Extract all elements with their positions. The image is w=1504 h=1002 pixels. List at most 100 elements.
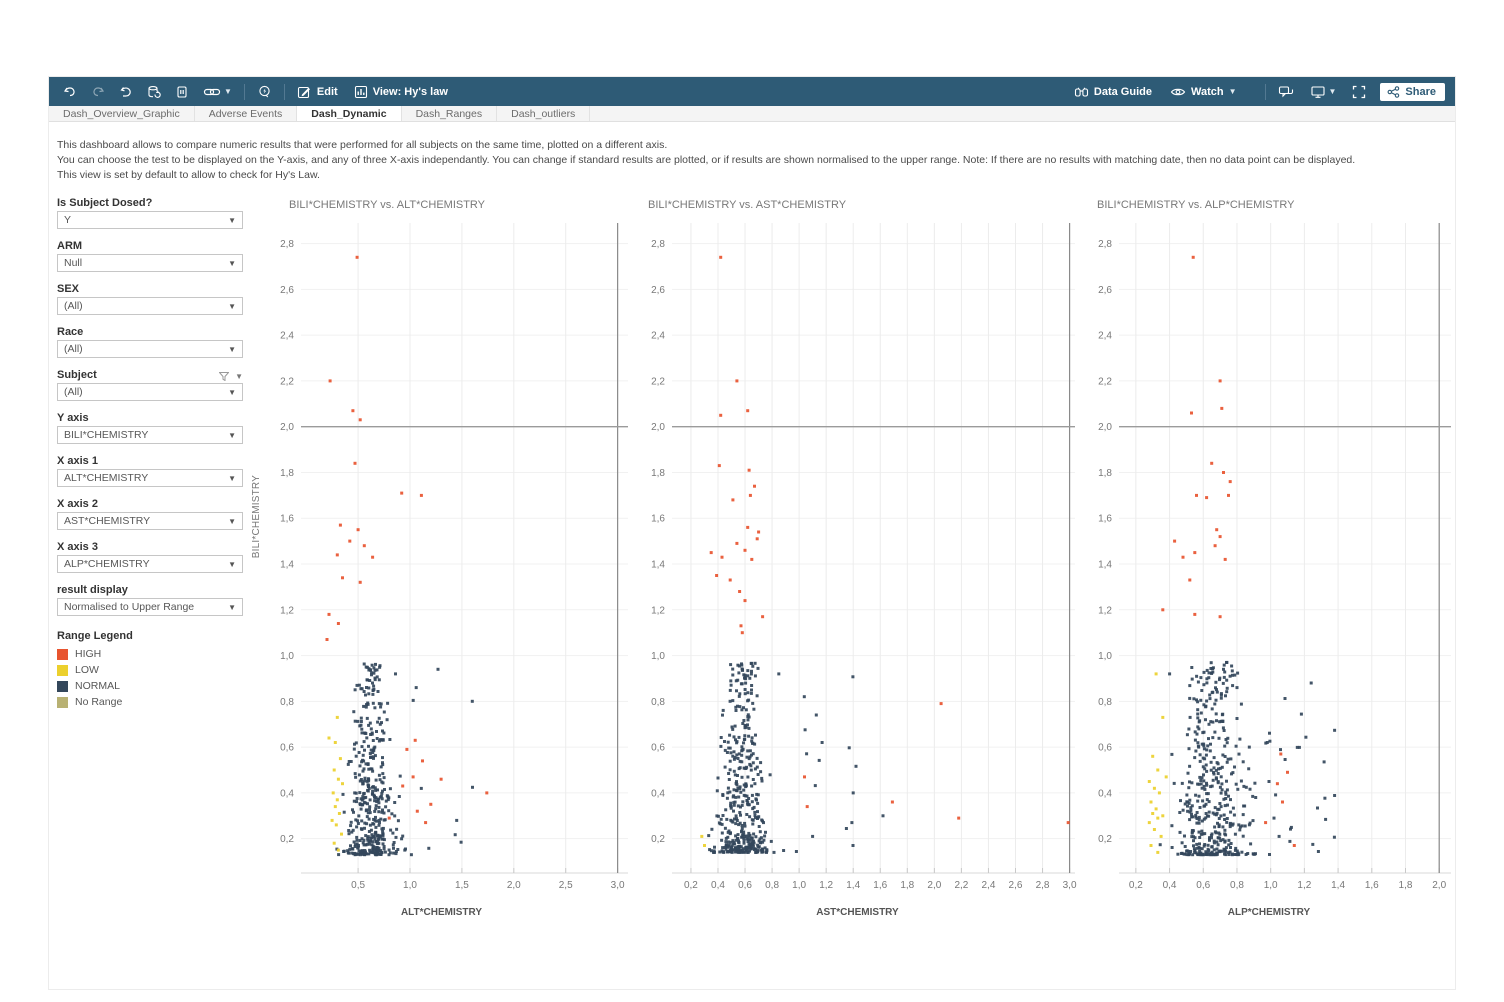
- filter-dropdown[interactable]: Null ▼: [57, 254, 243, 272]
- svg-text:2,6: 2,6: [651, 285, 665, 296]
- revert-icon[interactable]: [119, 85, 133, 99]
- description-line: This dashboard allows to compare numeric…: [57, 139, 668, 151]
- x-axis-label: AST*CHEMISTRY: [816, 906, 899, 918]
- svg-text:0,6: 0,6: [651, 743, 665, 754]
- svg-text:0,5: 0,5: [351, 880, 365, 891]
- refresh-data-icon[interactable]: [147, 85, 161, 99]
- charts-area: BILI*CHEMISTRY vs. ALT*CHEMISTRY 0,2 0,4 0…: [249, 195, 1457, 929]
- filter-dropdown[interactable]: ALT*CHEMISTRY ▼: [57, 469, 243, 487]
- legend-item[interactable]: HIGH: [57, 648, 243, 660]
- scatter-plot[interactable]: 0,2 0,4 0,6 0,8 1,0 1,2 1,4 1,6 1,8 2,0 2,2 2,4 2,6 2…: [1081, 219, 1457, 895]
- view-chart-icon: [354, 85, 367, 98]
- toolbar-divider: [243, 83, 245, 100]
- filter-dropdown[interactable]: BILI*CHEMISTRY ▼: [57, 426, 243, 444]
- legend-label: No Range: [75, 696, 123, 708]
- filter-group-race: Race (All) ▼: [57, 326, 243, 358]
- svg-text:2,4: 2,4: [981, 880, 995, 891]
- watch-button[interactable]: Watch ▼: [1170, 85, 1237, 99]
- svg-text:1,6: 1,6: [651, 514, 665, 525]
- svg-text:1,5: 1,5: [455, 880, 469, 891]
- tab-dash-overview-graphic[interactable]: Dash_Overview_Graphic: [49, 106, 195, 121]
- link-dropdown-icon[interactable]: ▼: [203, 85, 232, 99]
- pause-updates-icon[interactable]: [175, 85, 189, 99]
- filter-dropdown[interactable]: Normalised to Upper Range ▼: [57, 598, 243, 616]
- chevron-down-icon[interactable]: ▼: [235, 371, 243, 381]
- svg-text:0,8: 0,8: [280, 697, 294, 708]
- legend-swatch: [57, 664, 68, 676]
- svg-text:1,2: 1,2: [651, 605, 665, 616]
- filter-sidebar: Is Subject Dosed? Y ▼ ARM Null ▼ SEX (All) ▼ Race…: [57, 195, 249, 929]
- svg-text:2,6: 2,6: [1009, 880, 1023, 891]
- chart-title: BILI*CHEMISTRY vs. ALP*CHEMISTRY: [1097, 199, 1295, 211]
- filter-dropdown[interactable]: ALP*CHEMISTRY ▼: [57, 555, 243, 573]
- svg-text:2,8: 2,8: [280, 239, 294, 250]
- toolbar-divider: [1264, 83, 1266, 100]
- y-axis-label: BILI*CHEMISTRY: [251, 475, 262, 559]
- legend-swatch: [57, 696, 68, 708]
- svg-text:1,2: 1,2: [280, 605, 294, 616]
- view-button[interactable]: View: Hy's law: [354, 85, 448, 99]
- accelerate-icon[interactable]: [257, 84, 272, 99]
- eye-icon: [1170, 88, 1186, 95]
- filter-label: Subject: [57, 369, 97, 381]
- scatter-chart-bili-vs-ast: BILI*CHEMISTRY vs. AST*CHEMISTRY 0,2 0,4 0…: [634, 195, 1081, 929]
- svg-text:1,0: 1,0: [651, 651, 665, 662]
- filter-dropdown[interactable]: AST*CHEMISTRY ▼: [57, 512, 243, 530]
- redo-icon[interactable]: [91, 85, 105, 99]
- edit-button[interactable]: Edit: [297, 85, 338, 99]
- chart-title: BILI*CHEMISTRY vs. AST*CHEMISTRY: [648, 199, 847, 211]
- fullscreen-icon[interactable]: [1352, 85, 1366, 99]
- svg-text:2,0: 2,0: [1098, 422, 1112, 433]
- svg-text:2,8: 2,8: [1098, 239, 1112, 250]
- svg-text:2,0: 2,0: [280, 422, 294, 433]
- filter-dropdown[interactable]: (All) ▼: [57, 297, 243, 315]
- legend-item[interactable]: LOW: [57, 664, 243, 676]
- dashboard-frame: ▼ Edit View: Hy's law Data Guide Watch ▼: [48, 76, 1456, 990]
- svg-text:0,6: 0,6: [738, 880, 752, 891]
- filter-group-result-display: result display Normalised to Upper Range ▼: [57, 584, 243, 616]
- filter-dropdown[interactable]: Y ▼: [57, 211, 243, 229]
- svg-text:0,2: 0,2: [651, 834, 665, 845]
- dashboard-description: This dashboard allows to compare numeric…: [57, 138, 1455, 183]
- filter-dropdown[interactable]: (All) ▼: [57, 383, 243, 401]
- tab-dash-ranges[interactable]: Dash_Ranges: [402, 106, 498, 121]
- svg-text:1,0: 1,0: [1264, 880, 1278, 891]
- svg-text:2,8: 2,8: [651, 239, 665, 250]
- svg-text:2,0: 2,0: [1432, 880, 1446, 891]
- tab-dash-outliers[interactable]: Dash_outliers: [497, 106, 591, 121]
- legend-item[interactable]: NORMAL: [57, 680, 243, 692]
- svg-text:1,4: 1,4: [280, 560, 294, 571]
- svg-text:0,4: 0,4: [711, 880, 725, 891]
- svg-text:0,8: 0,8: [765, 880, 779, 891]
- chevron-down-icon: ▼: [228, 559, 236, 569]
- funnel-icon[interactable]: [219, 371, 230, 381]
- filter-dropdown[interactable]: (All) ▼: [57, 340, 243, 358]
- scatter-plot[interactable]: 0,2 0,4 0,6 0,8 1,0 1,2 1,4 1,6 1,8 2,0 2,2 2,4 2,6 2…: [249, 219, 634, 895]
- undo-icon[interactable]: [63, 85, 77, 99]
- svg-text:0,6: 0,6: [1098, 743, 1112, 754]
- legend-label: HIGH: [75, 648, 102, 660]
- svg-text:0,4: 0,4: [280, 788, 294, 799]
- svg-text:0,6: 0,6: [1196, 880, 1210, 891]
- svg-text:2,8: 2,8: [1036, 880, 1050, 891]
- data-guide-button[interactable]: Data Guide: [1074, 85, 1152, 99]
- tab-dash-dynamic[interactable]: Dash_Dynamic: [297, 106, 402, 121]
- legend-swatch: [57, 680, 68, 692]
- svg-text:0,8: 0,8: [1230, 880, 1244, 891]
- svg-text:1,6: 1,6: [873, 880, 887, 891]
- svg-text:1,8: 1,8: [1098, 468, 1112, 479]
- filter-value: Null: [64, 257, 83, 269]
- chevron-down-icon: ▼: [228, 301, 236, 311]
- comments-icon[interactable]: [1278, 85, 1294, 99]
- share-icon: [1387, 85, 1400, 98]
- legend-item[interactable]: No Range: [57, 696, 243, 708]
- svg-text:1,4: 1,4: [1331, 880, 1345, 891]
- device-preview-icon[interactable]: ▼: [1310, 85, 1336, 99]
- scatter-plot[interactable]: 0,2 0,4 0,6 0,8 1,0 1,2 1,4 1,6 1,8 2,0 2,2 2,4 2,6 2…: [634, 219, 1081, 895]
- filter-group-y-axis: Y axis BILI*CHEMISTRY ▼: [57, 412, 243, 444]
- x-axis-label: ALT*CHEMISTRY: [400, 906, 483, 918]
- filter-label: Is Subject Dosed?: [57, 197, 153, 209]
- pencil-icon: [297, 86, 310, 98]
- share-button[interactable]: Share: [1380, 82, 1445, 101]
- tab-adverse-events[interactable]: Adverse Events: [195, 106, 298, 121]
